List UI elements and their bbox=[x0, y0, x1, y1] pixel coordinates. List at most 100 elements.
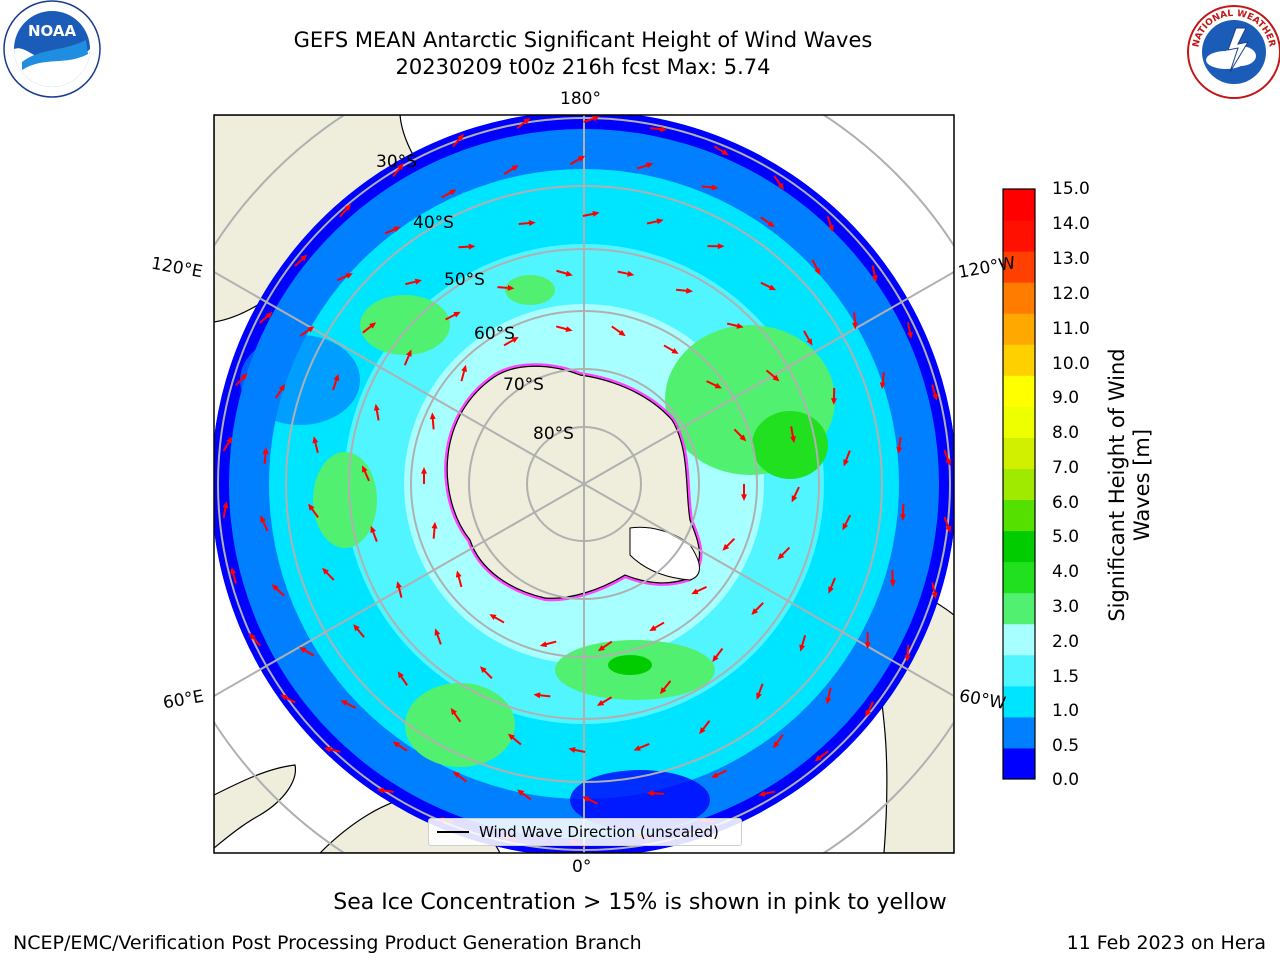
wave-direction-arrow bbox=[441, 189, 457, 199]
wave-direction-arrow bbox=[772, 734, 784, 749]
footer-date: 11 Feb 2023 on Hera bbox=[1066, 932, 1266, 954]
wave-direction-arrow bbox=[280, 694, 296, 704]
lat-label-70s: 70°S bbox=[503, 375, 544, 395]
colorbar-tick: 4.0 bbox=[1052, 562, 1080, 582]
map-title: GEFS MEAN Antarctic Significant Height o… bbox=[293, 28, 873, 52]
wave-direction-arrow bbox=[676, 287, 694, 294]
wave-direction-arrow bbox=[582, 796, 599, 805]
wave-direction-arrow bbox=[458, 243, 476, 250]
wave-direction-arrow bbox=[370, 525, 378, 542]
wave-direction-arrow bbox=[879, 372, 886, 390]
wave-direction-arrow bbox=[814, 750, 829, 762]
colorbar bbox=[1003, 189, 1035, 780]
wave-direction-arrow bbox=[455, 570, 463, 588]
wave-direction-arrow bbox=[649, 621, 665, 632]
lat-label-40s: 40°S bbox=[413, 213, 454, 233]
colorbar-band bbox=[1003, 499, 1035, 532]
wave-direction-arrow bbox=[397, 671, 408, 686]
colorbar-band bbox=[1003, 468, 1035, 501]
wave-direction-arrow bbox=[596, 696, 613, 706]
noaa-logo-icon: NOAA bbox=[3, 0, 101, 98]
wave-direction-arrow bbox=[234, 373, 248, 387]
wave-direction-arrow bbox=[248, 632, 261, 647]
colorbar-tick: 9.0 bbox=[1052, 388, 1080, 408]
wave-direction-arrow bbox=[555, 325, 573, 332]
wave-direction-arrow bbox=[568, 747, 586, 753]
wave-direction-arrow bbox=[899, 503, 906, 521]
wave-direction-arrow bbox=[556, 269, 573, 277]
wave-direction-arrow bbox=[726, 322, 744, 329]
wave-direction-arrow bbox=[741, 484, 747, 501]
wave-direction-arrow bbox=[663, 344, 679, 354]
wave-direction-arrow bbox=[403, 349, 412, 366]
wave-direction-arrow bbox=[722, 538, 736, 551]
wave-direction-arrow bbox=[373, 403, 380, 421]
lat-label-80s: 80°S bbox=[533, 424, 574, 444]
lat-label-50s: 50°S bbox=[444, 270, 485, 290]
wave-direction-arrow bbox=[322, 567, 335, 581]
wave-direction-arrow bbox=[711, 769, 727, 778]
wave-direction-arrow bbox=[489, 614, 505, 624]
wave-direction-arrow bbox=[583, 115, 600, 123]
wave-direction-arrow bbox=[450, 707, 462, 723]
colorbar-band bbox=[1003, 282, 1035, 314]
colorbar-tick: 11.0 bbox=[1052, 319, 1090, 339]
wave-direction-arrow bbox=[396, 581, 403, 598]
wave-direction-arrow bbox=[336, 273, 353, 282]
graticule bbox=[214, 115, 954, 853]
wave-direction-arrow bbox=[828, 577, 836, 594]
wave-direction-arrow bbox=[434, 628, 442, 645]
lat-label-60s: 60°S bbox=[474, 324, 515, 344]
wave-direction-arrow bbox=[633, 743, 650, 751]
colorbar-tick: 5.0 bbox=[1052, 527, 1080, 547]
wave-direction-arrow bbox=[931, 384, 938, 401]
wave-direction-arrow bbox=[906, 322, 913, 339]
colorbar-tick: 3.0 bbox=[1052, 597, 1080, 617]
wave-direction-arrow bbox=[323, 746, 341, 753]
colorbar-band bbox=[1003, 685, 1035, 718]
wave-direction-arrow bbox=[582, 210, 600, 217]
wave-direction-arrow bbox=[830, 387, 837, 405]
wave-direction-arrow bbox=[825, 687, 832, 705]
wave-direction-arrow bbox=[517, 789, 532, 801]
colorbar-band bbox=[1003, 623, 1035, 656]
nws-logo-icon: NATIONAL WEATHER SERVICE bbox=[1176, 0, 1280, 99]
wave-direction-arrow bbox=[691, 585, 707, 595]
lon-label-0: 0° bbox=[572, 857, 592, 877]
colorbar-band bbox=[1003, 654, 1035, 687]
footer-credit: NCEP/EMC/Verification Post Processing Pr… bbox=[13, 932, 642, 954]
wave-direction-arrow bbox=[503, 336, 519, 347]
map-legend: Wind Wave Direction (unscaled) bbox=[428, 818, 742, 846]
wave-direction-arrow bbox=[597, 640, 613, 652]
colorbar-band bbox=[1003, 561, 1035, 594]
wave-direction-arrow bbox=[765, 369, 780, 382]
wave-direction-arrow bbox=[259, 311, 273, 324]
colorbar-tick: 6.0 bbox=[1052, 493, 1080, 513]
wave-direction-arrow bbox=[760, 216, 775, 228]
wave-direction-arrow bbox=[646, 218, 664, 225]
wave-direction-arrow bbox=[943, 516, 951, 533]
wave-direction-arrow bbox=[811, 259, 821, 276]
colorbar-tick: 15.0 bbox=[1052, 179, 1090, 199]
colorbar-tick: 0.5 bbox=[1052, 736, 1080, 756]
wave-direction-arrow bbox=[421, 467, 427, 484]
colorbar-tick: 12.0 bbox=[1052, 284, 1090, 304]
wave-direction-arrow bbox=[756, 683, 764, 700]
lon-label-180: 180° bbox=[560, 89, 601, 109]
colorbar-band bbox=[1003, 344, 1035, 376]
sea-ice-note: Sea Ice Concentration > 15% is shown in … bbox=[333, 890, 947, 915]
wave-direction-arrow bbox=[712, 647, 724, 663]
wave-direction-arrow bbox=[392, 163, 404, 178]
wave-direction-arrow bbox=[353, 624, 365, 638]
wave-direction-arrow bbox=[636, 162, 654, 170]
wave-direction-arrow bbox=[904, 644, 911, 662]
colorbar-label: Significant Height of Wind Waves [m] bbox=[1105, 348, 1154, 622]
wave-direction-arrow bbox=[222, 501, 229, 519]
wave-direction-arrow bbox=[842, 514, 852, 531]
wave-direction-arrow bbox=[299, 326, 315, 337]
colorbar-band bbox=[1003, 592, 1035, 625]
wave-direction-arrow bbox=[452, 771, 467, 783]
colorbar-tick: 1.5 bbox=[1052, 667, 1080, 687]
wave-direction-arrow bbox=[445, 311, 461, 321]
wave-direction-arrow bbox=[803, 330, 813, 346]
